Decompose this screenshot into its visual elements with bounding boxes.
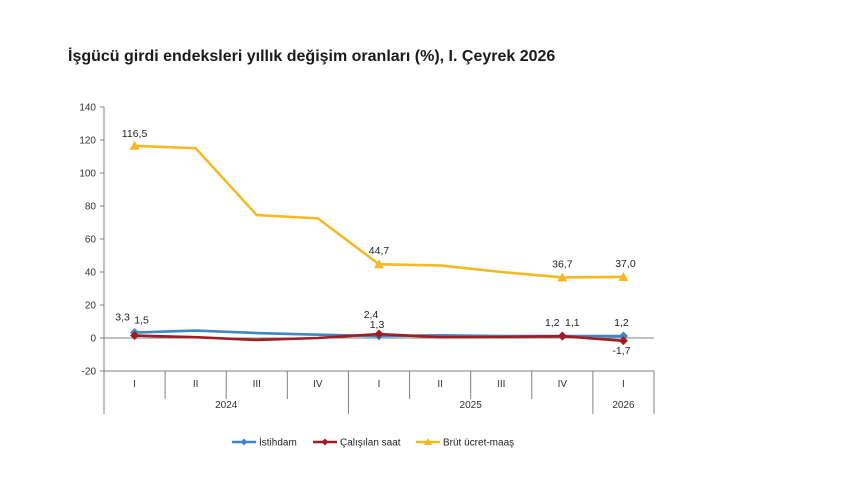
y-tick-label: 0 xyxy=(90,334,96,345)
data-label-brut-ucret: 116,5 xyxy=(122,128,148,140)
y-tick-label: 40 xyxy=(85,268,97,279)
data-point-brut-ucret xyxy=(129,140,140,150)
data-point-calisilan-saat xyxy=(374,329,384,339)
legend-marker-istihdam xyxy=(240,438,248,446)
x-tick-label: II xyxy=(437,379,443,390)
year-group-label: 2025 xyxy=(460,400,483,411)
y-tick-label: 20 xyxy=(85,301,97,312)
legend-label-calisilan-saat: Çalışılan saat xyxy=(340,438,401,449)
x-tick-label: III xyxy=(253,379,261,390)
data-label-brut-ucret: 36,7 xyxy=(552,258,573,270)
legend-label-brut-ucret: Brüt ücret-maaş xyxy=(443,438,514,449)
y-tick-label: 140 xyxy=(79,103,96,114)
x-tick-label: IV xyxy=(313,379,323,390)
data-label-brut-ucret: 37,0 xyxy=(615,258,636,270)
legend-label-istihdam: İstihdam xyxy=(259,436,297,449)
y-tick-label: 60 xyxy=(85,235,97,246)
data-label-istihdam: 3,3 xyxy=(115,312,130,324)
y-tick-label: 80 xyxy=(85,202,97,213)
legend-marker-brut-ucret xyxy=(424,438,432,445)
data-point-calisilan-saat xyxy=(618,336,628,346)
x-tick-label: I xyxy=(622,379,625,390)
legend-marker-calisilan-saat xyxy=(321,438,329,446)
year-group-label: 2026 xyxy=(612,400,635,411)
x-tick-label: I xyxy=(133,379,136,390)
x-tick-label: IV xyxy=(558,379,568,390)
x-tick-label: I xyxy=(378,379,381,390)
data-label-istihdam: 1,3 xyxy=(370,319,385,331)
year-group-label: 2024 xyxy=(215,400,238,411)
data-label-calisilan-saat: -1,7 xyxy=(612,345,630,357)
data-label-calisilan-saat: 2,4 xyxy=(364,309,379,321)
y-tick-label: 100 xyxy=(79,169,96,180)
data-point-brut-ucret xyxy=(618,271,629,281)
y-tick-label: -20 xyxy=(82,367,97,378)
data-label-calisilan-saat: 1,1 xyxy=(565,317,580,329)
x-tick-label: III xyxy=(497,379,505,390)
data-label-brut-ucret: 44,7 xyxy=(369,245,390,257)
data-label-istihdam: 1,2 xyxy=(614,317,629,329)
data-label-istihdam: 1,2 xyxy=(545,317,560,329)
chart-title: İşgücü girdi endeksleri yıllık değişim o… xyxy=(68,48,556,65)
data-point-calisilan-saat xyxy=(130,331,140,341)
series-line-brut-ucret xyxy=(134,144,624,279)
data-point-istihdam xyxy=(618,331,628,341)
data-point-calisilan-saat xyxy=(557,331,567,341)
data-label-calisilan-saat: 1,5 xyxy=(134,315,149,327)
y-tick-label: 120 xyxy=(79,136,96,147)
data-point-brut-ucret xyxy=(374,259,384,269)
x-tick-label: II xyxy=(193,379,199,390)
data-point-brut-ucret xyxy=(557,272,568,282)
